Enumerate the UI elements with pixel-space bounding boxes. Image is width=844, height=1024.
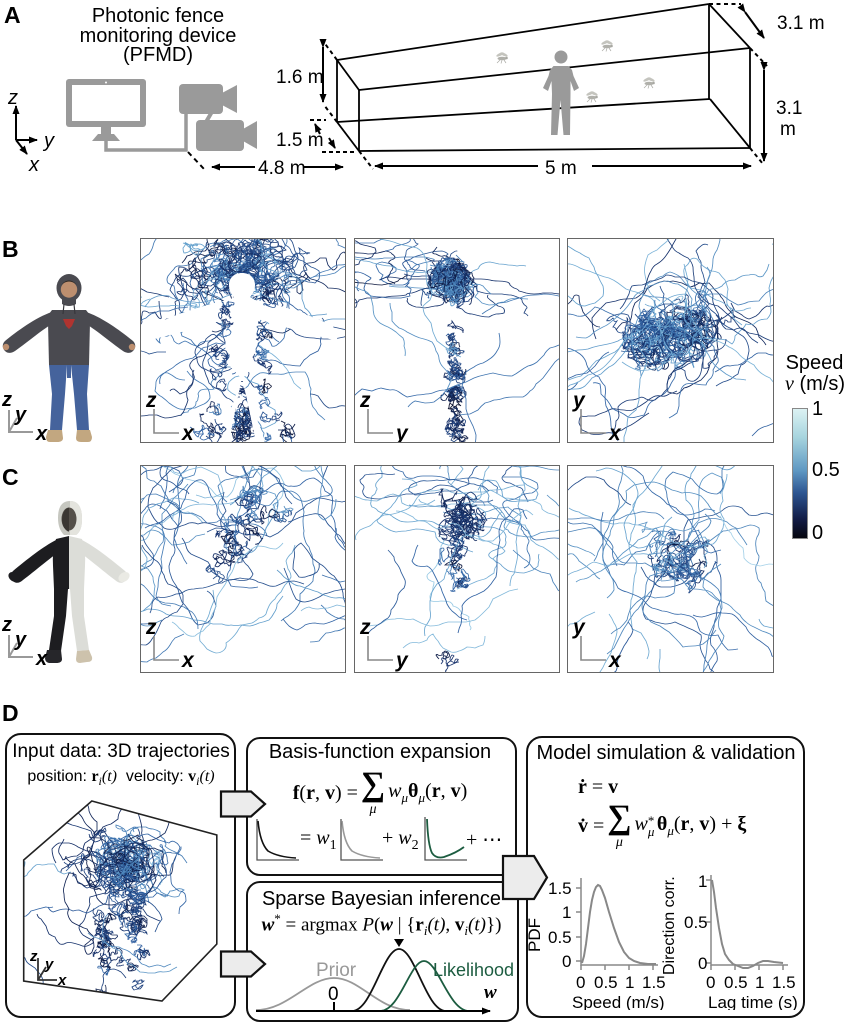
svg-text:0.5: 0.5 [594,973,618,992]
svg-text:Lag time (s): Lag time (s) [708,993,798,1010]
svg-text:1: 1 [562,903,571,922]
svg-text:x: x [57,972,67,989]
svg-text:z: z [359,616,371,639]
svg-text:y: y [42,130,55,152]
svg-text:z: z [359,389,371,412]
svg-text:1.5: 1.5 [642,973,666,992]
svg-text:4.8 m: 4.8 m [258,158,306,179]
svg-text:z: z [29,948,38,965]
svg-text:y: y [395,649,409,672]
svg-text:1.5: 1.5 [548,879,572,898]
svg-text:0.5: 0.5 [684,913,708,932]
svg-text:x: x [608,422,622,442]
svg-text:y: y [14,629,27,651]
svg-text:y: y [572,389,586,412]
svg-text:z: z [145,389,157,412]
svg-text:w: w [484,982,497,1003]
svg-text:0.5: 0.5 [548,928,572,947]
svg-text:x: x [608,649,622,672]
svg-text:0: 0 [328,984,339,1005]
svg-text:m: m [780,119,796,140]
svg-text:PDF: PDF [526,918,544,952]
svg-text:0.5: 0.5 [724,973,748,992]
svg-text:1.6 m: 1.6 m [276,67,324,88]
svg-text:1.5 m: 1.5 m [276,130,324,151]
svg-text:0: 0 [706,973,715,992]
svg-text:y: y [44,956,54,973]
svg-text:x: x [181,422,195,442]
svg-text:x: x [35,648,48,670]
svg-text:z: z [1,615,12,636]
svg-text:5 m: 5 m [545,158,577,179]
svg-text:1: 1 [625,973,634,992]
svg-text:1.5: 1.5 [772,973,796,992]
svg-text:Likelihood: Likelihood [433,960,514,980]
svg-text:x: x [28,154,40,176]
svg-text:z: z [7,87,18,109]
svg-text:x: x [35,423,48,445]
svg-text:y: y [395,422,409,442]
svg-text:x: x [181,649,195,672]
svg-text:z: z [145,616,157,639]
svg-text:Direction corr.: Direction corr. [661,876,678,975]
svg-text:y: y [572,616,586,639]
svg-text:y: y [14,404,27,426]
svg-text:Prior: Prior [316,960,357,981]
svg-text:z: z [1,390,12,411]
svg-text:Speed (m/s): Speed (m/s) [572,993,665,1010]
svg-text:0: 0 [562,952,571,971]
svg-text:3.1 m: 3.1 m [777,13,825,34]
svg-text:0: 0 [698,954,707,973]
svg-text:1: 1 [755,973,764,992]
svg-text:0: 0 [576,973,585,992]
svg-text:3.1: 3.1 [776,98,802,119]
svg-text:1: 1 [698,872,707,891]
